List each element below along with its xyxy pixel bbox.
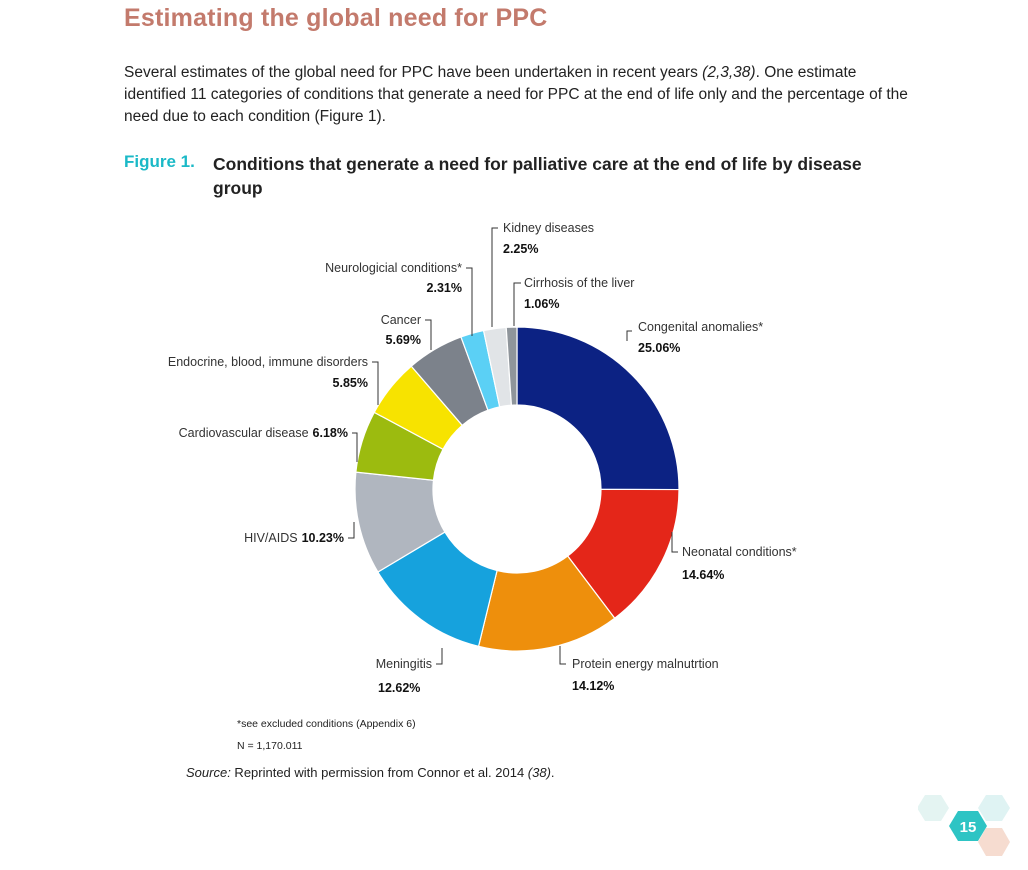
source-text: Reprinted with permission from Connor et… [230,765,528,780]
leader-lines [348,227,678,665]
leader-cardio [352,432,358,462]
chart-labels: Congenital anomalies* 25.06% Neonatal co… [168,221,797,695]
intro-text-1: Several estimates of the global need for… [124,64,703,81]
source-end: . [550,765,555,780]
label-cirrhosis-value: 1.06% [524,297,559,311]
leader-neuro [466,267,473,336]
leader-hiv [348,522,355,539]
label-endocrine-name: Endocrine, blood, immune disorders [168,355,368,369]
label-congenital-name: Congenital anomalies* [638,320,763,334]
intro-paragraph: Several estimates of the global need for… [124,62,914,128]
footnote-sample-size: N = 1,170.011 [237,740,303,752]
label-cardio: Cardiovascular disease 6.18% [179,426,348,440]
label-cancer-value: 5.69% [386,333,421,347]
badge-hex-light-right [978,795,1010,821]
leader-congenital [626,330,632,341]
label-meningitis-name: Meningitis [376,657,432,671]
label-endocrine-value: 5.85% [333,376,368,390]
label-cardio-name: Cardiovascular disease [179,426,309,440]
label-kidney-value: 2.25% [503,242,538,256]
label-kidney-name: Kidney diseases [503,221,594,235]
leader-meningitis [436,648,443,665]
label-neonatal-name: Neonatal conditions* [682,545,797,559]
figure-title: Conditions that generate a need for pall… [213,154,862,198]
leader-neonatal [671,532,678,553]
leader-protein [559,646,566,665]
label-cardio-value: 6.18% [313,426,348,440]
label-meningitis-value: 12.62% [378,681,420,695]
intro-citation: (2,3,38) [702,64,756,81]
source-citation: (38) [527,765,551,780]
footnote-excluded: *see excluded conditions (Appendix 6) [237,718,416,730]
leader-cirrhosis [513,282,521,326]
label-hiv: HIV/AIDS 10.23% [244,531,344,545]
slice-congenital-anomalies [516,326,680,491]
badge-hex-peach [978,828,1010,856]
label-hiv-value: 10.23% [302,531,344,545]
slice-cirrhosis-of-the-liver [505,326,518,406]
figure-label: Figure 1. [124,152,195,171]
page-number: 15 [960,819,977,836]
badge-hex-main [949,811,987,841]
intro-text-2: . One estimate identified 11 categories … [124,64,908,125]
label-neuro-name: Neurologicial conditions* [325,261,462,275]
label-neonatal-value: 14.64% [682,568,724,582]
badge-hex-light-left [918,795,949,821]
label-neuro-value: 2.31% [427,281,462,295]
leader-endocrine [372,361,379,405]
page-number-badge: 15 [918,795,1010,856]
label-cancer-name: Cancer [381,313,421,327]
source-line: Source: Reprinted with permission from C… [186,765,555,780]
label-cirrhosis-name: Cirrhosis of the liver [524,276,634,290]
source-prefix: Source: [186,765,231,780]
leader-cancer [425,319,432,350]
leader-kidney [491,227,498,327]
label-hiv-name: HIV/AIDS [244,531,298,545]
chart-slices [354,326,680,652]
label-protein-name: Protein energy malnutrtion [572,657,719,671]
label-congenital-value: 25.06% [638,341,680,355]
label-protein-value: 14.12% [572,679,614,693]
page-heading: Estimating the global need for PPC [124,4,548,32]
